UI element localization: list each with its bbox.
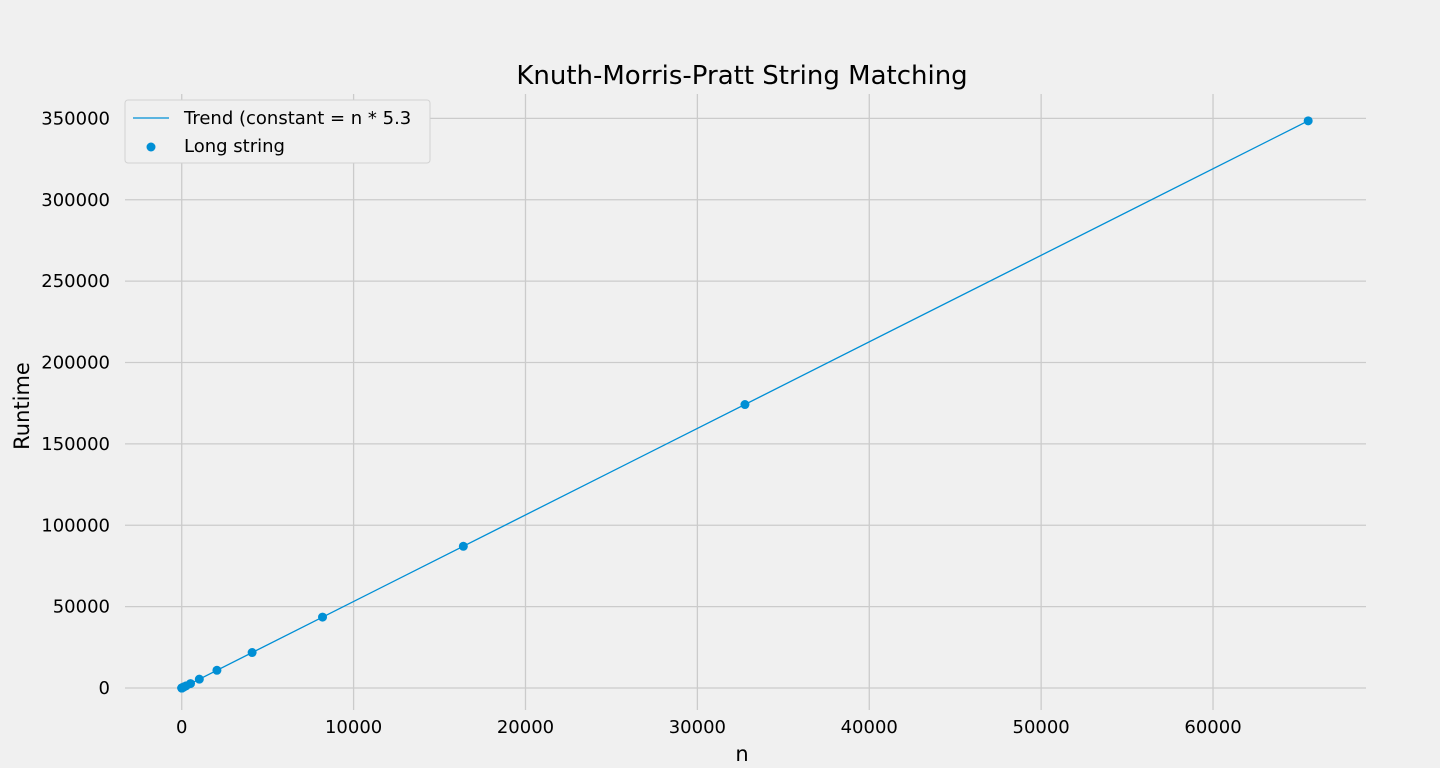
- x-tick-label: 30000: [669, 717, 726, 738]
- chart-title: Knuth-Morris-Pratt String Matching: [516, 61, 967, 91]
- data-point: [194, 674, 204, 684]
- y-tick-label: 300000: [41, 190, 110, 211]
- y-tick-label: 50000: [53, 597, 110, 618]
- x-axis-label: n: [735, 742, 748, 766]
- data-point: [247, 648, 257, 658]
- x-tick-label: 40000: [841, 717, 898, 738]
- y-tick-label: 0: [99, 678, 110, 699]
- data-point: [186, 679, 196, 689]
- data-point: [318, 612, 328, 622]
- legend: Trend (constant = n * 5.3 Long string: [124, 99, 431, 164]
- tick-labels: 0 10000 20000 30000 40000 50000 60000 0 50000 100…: [41, 108, 1241, 738]
- x-tick-label: 20000: [497, 717, 554, 738]
- y-tick-label: 350000: [41, 108, 110, 129]
- grid-lines: [125, 94, 1366, 710]
- legend-long-string-swatch: [146, 142, 156, 152]
- data-point: [1303, 116, 1313, 126]
- legend-box: [124, 99, 431, 164]
- x-tick-label: 10000: [325, 717, 382, 738]
- x-tick-label: 60000: [1184, 717, 1241, 738]
- x-tick-label: 50000: [1013, 717, 1070, 738]
- plot-series: [177, 116, 1313, 693]
- y-tick-label: 250000: [41, 271, 110, 292]
- legend-long-string-label: Long string: [184, 136, 285, 157]
- y-tick-label: 200000: [41, 353, 110, 374]
- x-tick-label: 0: [176, 717, 187, 738]
- data-point: [458, 541, 468, 551]
- data-point: [212, 665, 222, 675]
- legend-trend-label: Trend (constant = n * 5.3: [183, 108, 411, 129]
- data-point: [740, 400, 750, 410]
- y-tick-label: 100000: [41, 515, 110, 536]
- y-tick-label: 150000: [41, 434, 110, 455]
- y-axis-label: Runtime: [10, 362, 34, 450]
